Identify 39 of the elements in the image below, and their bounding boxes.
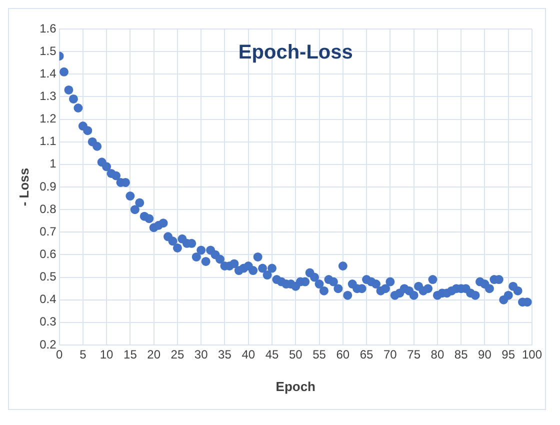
y-tick-label: 1.4 [40,66,57,80]
x-tick-label: 30 [194,348,208,362]
y-tick-label: 0.5 [40,270,57,284]
x-tick-label: 85 [454,348,468,362]
x-tick-label: 40 [242,348,256,362]
x-tick-label: 20 [147,348,161,362]
y-axis-title: - Loss [16,168,32,206]
x-tick-label: 50 [288,348,303,362]
y-tick-label: 0.3 [40,314,57,329]
x-tick-label: 100 [522,348,542,362]
x-tick-label: 95 [502,348,516,362]
y-tick-label: 0.9 [40,179,57,194]
y-tick-label: 1 [50,156,57,171]
x-tick-label: 55 [312,348,326,362]
y-tick-label: 1.2 [40,112,57,126]
x-tick-label: 0 [56,348,63,362]
x-tick-label: 65 [360,348,374,362]
y-tick-label: 0.4 [40,292,57,306]
x-tick-label: 80 [430,348,444,362]
x-tick-label: 35 [218,348,232,362]
y-tick-label: 0.7 [40,224,57,238]
x-tick-label: 70 [383,348,398,362]
x-tick-label: 5 [80,348,87,362]
y-tick-label: 1.3 [40,89,57,104]
y-tick-label: 0.6 [40,247,57,262]
x-tick-label: 90 [478,348,492,362]
y-tick-label: 1.6 [40,21,57,36]
y-tick-label: 1.1 [40,134,57,148]
x-tick-label: 15 [124,348,138,362]
y-tick-label: 0.8 [40,202,57,216]
x-tick-label: 75 [407,348,421,362]
x-tick-label: 45 [265,348,279,362]
x-tick-label: 10 [100,348,114,362]
y-tick-label: 0.2 [40,337,57,352]
text: Epoch-Loss [238,42,353,64]
x-tick-label: 25 [170,348,184,362]
x-axis-title: Epoch [276,378,316,394]
x-tick-label: 60 [336,348,350,362]
y-tick-label: 1.5 [40,44,57,58]
